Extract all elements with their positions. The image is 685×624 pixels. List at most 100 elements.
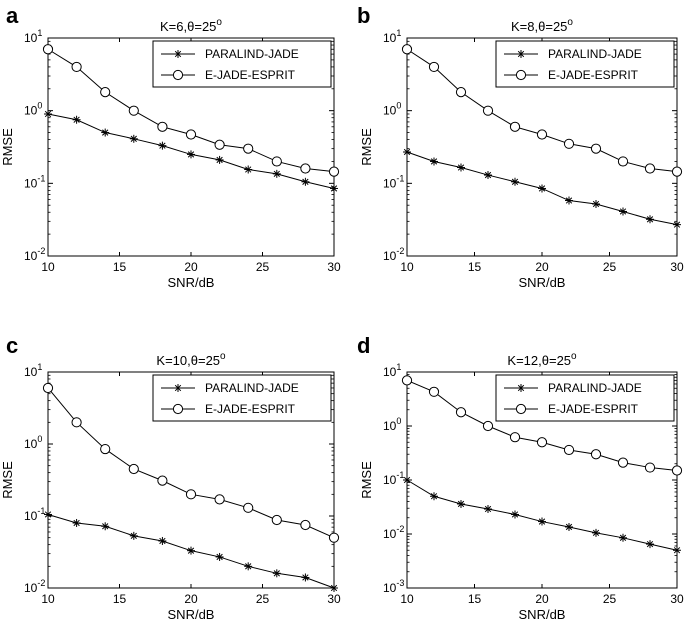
data-point-circle [671, 465, 683, 476]
star-stroke [673, 547, 681, 554]
y-tick-label: 101 [24, 362, 42, 379]
x-tick-label: 10 [400, 260, 414, 274]
data-point-star [430, 157, 438, 166]
series-line-0 [406, 479, 678, 551]
data-point-star [244, 165, 253, 174]
legend-marker-star [174, 50, 182, 58]
data-point-circle [157, 121, 168, 132]
data-point-star [301, 573, 310, 582]
y-tick-exponent: 0 [396, 101, 401, 111]
star-stroke [302, 178, 309, 185]
y-axis-label: RMSE [0, 461, 15, 499]
legend-label: E-JADE-ESPRIT [548, 402, 639, 416]
y-tick-base: 10 [24, 365, 38, 379]
y-tick-exponent: -1 [396, 173, 404, 183]
data-point-circle [300, 163, 311, 174]
data-point-circle [243, 143, 254, 154]
star-stroke [216, 553, 223, 561]
data-point-star [484, 505, 492, 514]
y-tick-label: 100 [383, 416, 401, 433]
y-tick-label: 10-2 [383, 246, 404, 263]
star-stroke [565, 523, 573, 531]
data-point-circle [71, 61, 82, 73]
data-point-star [330, 584, 338, 592]
star-stroke [159, 142, 166, 149]
data-point-star [158, 536, 167, 545]
data-point-star [673, 546, 681, 555]
legend-box [495, 374, 675, 422]
y-tick-base: 10 [24, 249, 38, 263]
star-stroke [673, 221, 681, 228]
data-point-star [430, 492, 438, 501]
y-tick-exponent: 1 [396, 28, 401, 38]
y-tick-label: 100 [24, 434, 42, 451]
data-point-star [565, 522, 573, 531]
chart-title-superscript: o [567, 17, 573, 28]
x-tick-label: 25 [256, 592, 270, 606]
star-stroke [511, 178, 519, 185]
x-tick-label: 20 [535, 592, 549, 606]
data-point-star [538, 184, 546, 193]
y-tick-base: 10 [24, 176, 38, 190]
chart-title-superscript: o [220, 351, 226, 362]
star-stroke [484, 505, 492, 513]
legend-box [152, 374, 332, 422]
legend-marker-star [174, 384, 182, 392]
data-point-star [330, 184, 338, 193]
chart-title-text: K=12,θ=25 [507, 353, 571, 368]
x-axis-label: SNR/dB [519, 275, 566, 290]
data-point-star [673, 220, 681, 229]
data-point-star [646, 215, 654, 224]
star-stroke [273, 570, 280, 577]
x-tick-label: 30 [327, 592, 341, 606]
data-point-circle [328, 166, 340, 177]
y-tick-exponent: -2 [37, 246, 45, 256]
data-point-circle [563, 444, 575, 456]
data-point-circle [509, 121, 521, 132]
star-stroke [130, 135, 137, 142]
star-stroke [187, 547, 195, 554]
y-tick-label: 10-2 [24, 246, 45, 263]
x-tick-label: 25 [603, 260, 617, 274]
chart-title: K=6,θ=25o [160, 17, 222, 34]
legend-label: E-JADE-ESPRIT [205, 68, 296, 82]
chart-title-superscript: o [571, 351, 577, 362]
y-tick-base: 10 [24, 509, 38, 523]
x-tick-label: 30 [670, 592, 684, 606]
x-tick-label: 20 [535, 260, 549, 274]
data-point-circle [42, 382, 54, 394]
data-point-circle [563, 138, 575, 149]
star-stroke [457, 500, 465, 508]
legend-label: PARALIND-JADE [548, 47, 642, 61]
y-tick-exponent: 1 [396, 362, 401, 372]
star-stroke [159, 537, 166, 545]
x-tick-label: 20 [184, 592, 198, 606]
data-point-star [187, 546, 195, 555]
data-point-circle [271, 514, 282, 526]
panel-label: a [6, 3, 19, 28]
data-point-circle [590, 449, 602, 460]
chart-title: K=10,θ=25o [156, 351, 226, 368]
y-tick-label: 101 [383, 362, 401, 379]
legend-marker-star [517, 384, 525, 392]
star-stroke [592, 529, 600, 537]
data-point-star [457, 163, 465, 172]
data-point-circle [509, 432, 521, 443]
y-tick-base: 10 [383, 581, 397, 595]
star-stroke [646, 540, 654, 548]
y-tick-base: 10 [383, 176, 397, 190]
y-tick-base: 10 [383, 104, 397, 118]
data-point-star [272, 169, 281, 178]
y-tick-exponent: -1 [37, 506, 45, 516]
data-point-circle [328, 532, 340, 543]
data-point-star [129, 531, 138, 540]
y-tick-exponent: -1 [396, 470, 404, 480]
star-stroke [619, 534, 627, 541]
data-point-circle [128, 463, 139, 475]
star-stroke [457, 164, 465, 171]
y-tick-label: 101 [24, 28, 42, 45]
data-point-circle [590, 143, 602, 154]
star-stroke [44, 110, 52, 118]
star-stroke [330, 584, 338, 592]
data-point-circle [243, 502, 254, 513]
